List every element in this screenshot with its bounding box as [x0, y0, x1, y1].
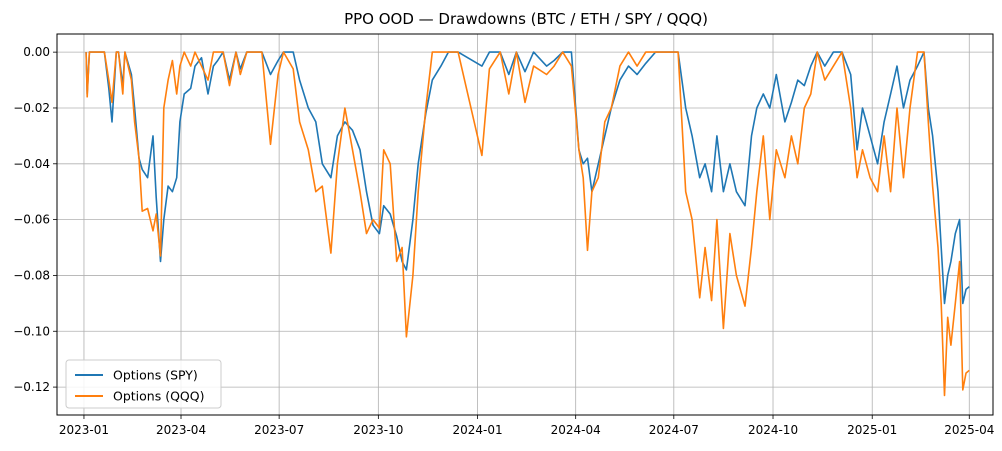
x-tick-label: 2025-01: [847, 423, 897, 437]
y-tick-label: −0.06: [13, 213, 50, 227]
y-tick-label: −0.10: [13, 324, 50, 338]
y-tick-label: −0.02: [13, 101, 50, 115]
series-line-qqq: [85, 51, 970, 397]
x-tick-label: 2024-01: [452, 423, 502, 437]
legend-box: [65, 359, 222, 409]
x-tick-label: 2023-01: [59, 423, 109, 437]
y-tick-label: −0.08: [13, 268, 50, 282]
legend-label-spy: Options (SPY): [113, 368, 198, 383]
x-tick-label: 2025-04: [944, 423, 994, 437]
y-tick-label: 0.00: [23, 45, 50, 59]
legend: Options (SPY) Options (QQQ): [65, 359, 222, 409]
plot-frame: [56, 33, 994, 416]
x-tick-label: 2023-10: [353, 423, 403, 437]
legend-label-qqq: Options (QQQ): [113, 389, 204, 404]
y-tick-label: −0.12: [13, 380, 50, 394]
x-tick-label: 2024-04: [551, 423, 601, 437]
x-tick-label: 2024-10: [748, 423, 798, 437]
chart-title: PPO OOD — Drawdowns (BTC / ETH / SPY / Q…: [344, 10, 708, 28]
y-tick-label: −0.04: [13, 157, 50, 171]
x-axis: 2023-01 2023-04 2023-07 2023-10 2024-01 2024-…: [59, 415, 994, 437]
y-axis: 0.00 −0.02 −0.04 −0.06 −0.08 −0.10 −0.12: [13, 45, 57, 394]
series-layer: [85, 51, 970, 397]
x-tick-label: 2023-04: [156, 423, 206, 437]
x-tick-label: 2023-07: [254, 423, 304, 437]
x-tick-label: 2024-07: [649, 423, 699, 437]
